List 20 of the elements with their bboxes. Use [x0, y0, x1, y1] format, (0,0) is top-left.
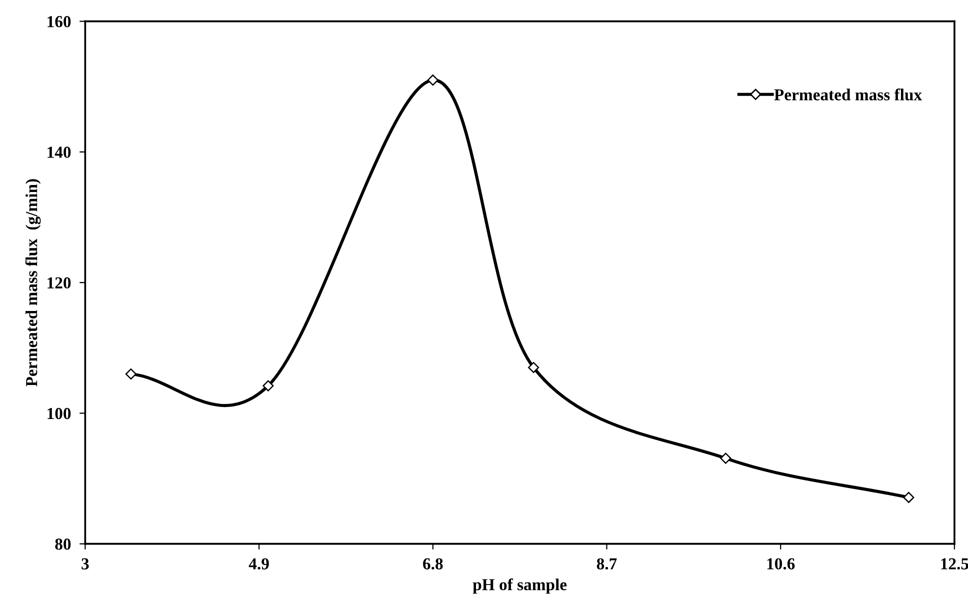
legend-label: Permeated mass flux: [774, 88, 922, 100]
x-tick-label: 8.7: [596, 558, 617, 570]
point: [125, 368, 136, 380]
y-tick-label: 120: [48, 277, 71, 289]
y-axis-title: Permeated mass flux (g/min): [25, 179, 41, 386]
x-tick-label: 12.5: [941, 558, 968, 570]
point: [427, 74, 438, 86]
x-tick-label: 3: [82, 558, 89, 570]
x-tick-label: 6.8: [423, 558, 443, 570]
point: [262, 380, 274, 392]
x-tick-label: 4.9: [248, 558, 269, 570]
x-axis-title: pH of sample: [472, 578, 567, 594]
y-tick-label: 160: [48, 16, 71, 28]
y-tick-label: 100: [48, 408, 71, 420]
point: [528, 362, 540, 374]
y-tick-label: 140: [48, 146, 71, 158]
point: [720, 452, 732, 464]
y-tick-label: 80: [55, 538, 71, 550]
point: [903, 492, 914, 503]
x-tick-label: 10.6: [767, 558, 795, 570]
